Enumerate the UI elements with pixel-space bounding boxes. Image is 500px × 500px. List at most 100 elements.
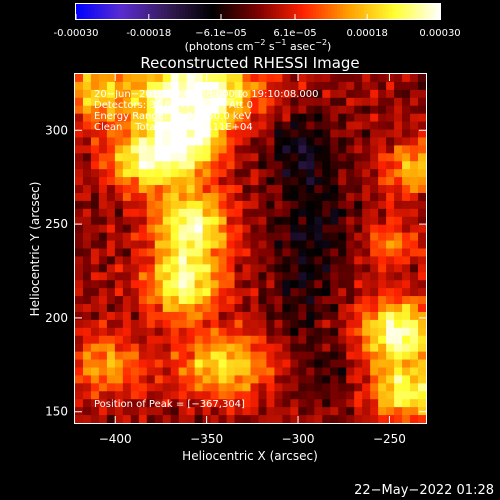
heatmap-cell xyxy=(98,224,108,234)
heatmap-cell xyxy=(258,264,267,273)
heatmap-cell xyxy=(282,367,291,376)
heatmap-cell xyxy=(170,232,180,242)
heatmap-cell xyxy=(346,391,355,400)
heatmap-cell xyxy=(258,248,267,257)
heatmap-cell xyxy=(266,343,275,353)
heatmap-cell xyxy=(162,256,172,265)
heatmap-cell xyxy=(218,319,228,329)
heatmap-cell xyxy=(130,383,140,392)
heatmap-cell xyxy=(314,192,323,202)
heatmap-cell xyxy=(410,153,419,162)
heatmap-cell xyxy=(370,304,379,313)
heatmap-cell xyxy=(122,248,132,257)
heatmap-cell xyxy=(290,256,299,265)
heatmap-cell xyxy=(82,224,92,234)
heatmap-cell xyxy=(146,200,156,210)
heatmap-cell xyxy=(178,192,188,202)
colorbar-swatch xyxy=(345,4,350,19)
heatmap-cell xyxy=(314,311,323,321)
heatmap-cell xyxy=(154,153,164,162)
heatmap-cell xyxy=(338,319,347,329)
heatmap-cell xyxy=(258,311,267,321)
heatmap-cell xyxy=(234,272,244,281)
plot-timestamp: 22−May−2022 01:28 xyxy=(354,483,494,498)
colorbar-swatch xyxy=(118,4,123,19)
heatmap-cell xyxy=(234,351,244,361)
heatmap-cell xyxy=(394,177,403,186)
heatmap-cell xyxy=(170,248,180,257)
heatmap-cell xyxy=(290,327,299,337)
heatmap-cell xyxy=(258,407,267,416)
heatmap-cell xyxy=(122,240,132,249)
heatmap-cell xyxy=(338,105,347,115)
heatmap-cell xyxy=(418,177,427,186)
heatmap-cell xyxy=(98,256,108,265)
heatmap-cell xyxy=(186,74,196,83)
heatmap-cell xyxy=(106,200,116,210)
heatmap-cell xyxy=(186,192,196,202)
heatmap-cell xyxy=(330,113,339,123)
heatmap-cell xyxy=(162,399,172,408)
heatmap-cell xyxy=(154,272,164,281)
heatmap-cell xyxy=(210,74,220,83)
heatmap-cell xyxy=(194,185,204,194)
heatmap-cell xyxy=(250,89,259,99)
heatmap-cell xyxy=(114,335,124,345)
heatmap-cell xyxy=(130,105,140,115)
heatmap-cell xyxy=(402,383,411,392)
heatmap-cell xyxy=(186,256,196,265)
heatmap-cell xyxy=(346,177,355,186)
heatmap-cell xyxy=(210,343,220,353)
heatmap-cell xyxy=(410,375,419,384)
heatmap-cell xyxy=(154,216,164,226)
heatmap-cell xyxy=(330,185,339,194)
heatmap-cell xyxy=(218,280,228,289)
heatmap-cell xyxy=(322,415,331,424)
heatmap-cell xyxy=(98,415,108,424)
heatmap-cell xyxy=(362,224,371,234)
heatmap-cell xyxy=(154,375,164,384)
heatmap-cell xyxy=(194,232,204,242)
heatmap-cell xyxy=(210,161,220,170)
heatmap-cell xyxy=(234,367,244,376)
heatmap-cell xyxy=(154,121,164,131)
heatmap-cell xyxy=(194,407,204,416)
heatmap-cell xyxy=(266,264,275,273)
heatmap-cell xyxy=(154,304,164,313)
heatmap-cell xyxy=(418,399,427,408)
heatmap-cell xyxy=(98,192,108,202)
heatmap-cell xyxy=(378,200,387,210)
heatmap-cell xyxy=(322,264,331,273)
heatmap-cell xyxy=(98,319,108,329)
heatmap-cell xyxy=(162,177,172,186)
heatmap-cell xyxy=(242,351,251,361)
heatmap-cell xyxy=(370,113,379,123)
heatmap-cell xyxy=(114,383,124,392)
heatmap-cell xyxy=(402,272,411,281)
heatmap-cell xyxy=(258,81,267,91)
heatmap-cell xyxy=(402,129,411,138)
heatmap-cell xyxy=(322,240,331,249)
heatmap-cell xyxy=(122,304,132,313)
heatmap-cell xyxy=(178,383,188,392)
colorbar-swatch xyxy=(309,4,314,19)
heatmap-cell xyxy=(202,169,212,178)
heatmap-cell xyxy=(266,232,275,242)
heatmap-cell xyxy=(370,185,379,194)
heatmap-cell xyxy=(258,304,267,313)
heatmap-cell xyxy=(354,240,363,249)
heatmap-cell xyxy=(338,359,347,368)
heatmap-cell xyxy=(298,407,307,416)
heatmap-cell xyxy=(274,224,283,234)
heatmap-cell xyxy=(250,304,259,313)
heatmap-cell xyxy=(402,351,411,361)
heatmap-cell xyxy=(258,240,267,249)
heatmap-cell xyxy=(258,200,267,210)
heatmap-cell xyxy=(298,367,307,376)
heatmap-cell xyxy=(314,407,323,416)
heatmap-cell xyxy=(354,391,363,400)
heatmap-cell xyxy=(218,153,228,162)
heatmap-cell xyxy=(354,319,363,329)
heatmap-cell xyxy=(186,296,196,305)
heatmap-cell xyxy=(75,272,84,281)
